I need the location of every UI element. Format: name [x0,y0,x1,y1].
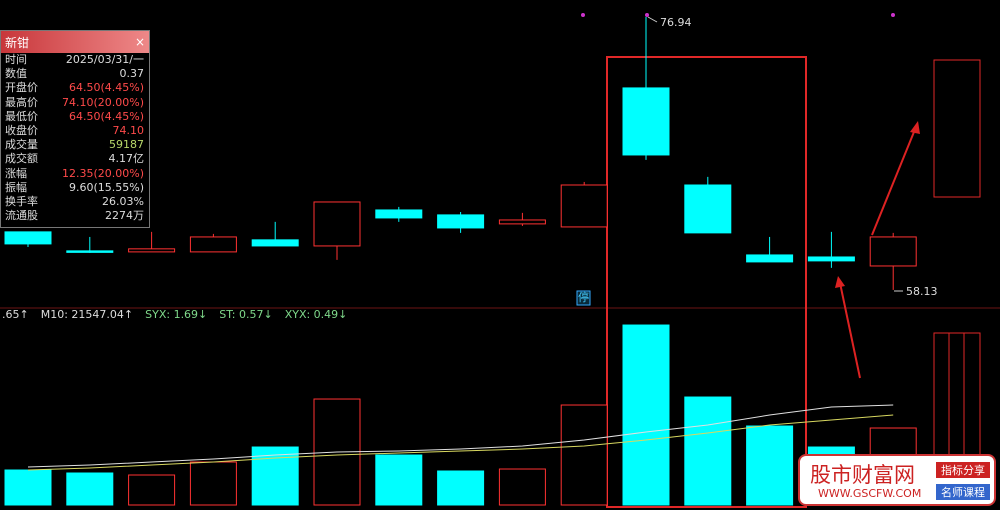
candle-body [128,248,176,253]
candle-body [869,236,917,267]
volume-bar [251,446,299,506]
candle-body [4,231,52,245]
info-row: 涨幅 12.35(20.00%) [1,167,149,181]
info-label: 时间 [5,53,27,66]
info-label: 换手率 [5,194,38,208]
info-value: 59187 [109,138,144,152]
volume-bar [746,425,794,506]
info-row: 换手率 26.03% [1,195,149,209]
info-row: 振幅 9.60(15.55%) [1,181,149,195]
arrow [871,126,917,236]
candle-body [437,214,485,229]
info-row: 数值 0.37 [1,67,149,81]
marker-dot [581,13,585,17]
volume-bar [128,474,176,506]
watermark-tag: 名师课程 [936,484,990,500]
watermark-title: 股市财富网 [810,463,915,487]
info-row: 时间 2025/03/31/一 [1,53,149,67]
volume-bar [66,472,114,506]
info-value: 4.17亿 [108,152,145,166]
info-label: 涨幅 [5,166,27,180]
info-value: 12.35(20.00%) [61,166,144,180]
info-panel-header: 新钳 × [1,31,149,53]
info-panel: 新钳 × 时间 2025/03/31/一 数值 0.37 开盘价 64.50(4.45%) 最… [0,30,150,228]
watermark-tag: 指标分享 [936,462,990,478]
volume-bar [189,461,237,506]
volume-bar [498,468,546,506]
halt-badge [576,290,591,306]
volume-bar [375,454,423,506]
candle-body [189,236,237,253]
volume-bar [560,404,608,506]
info-row: 成交量 59187 [1,138,149,152]
moving-average [27,404,894,468]
info-rows: 时间 2025/03/31/一数值 0.37 开盘价 64.50(4.45%) 最高价 74… [1,53,149,223]
info-value: 74.10(20.00%) [61,95,144,109]
info-row: 最低价 64.50(4.45%) [1,110,149,124]
indicator-text: ST: 0.57↓ [219,308,272,321]
watermark: 股市财富网 WWW.GSCFW.COM 指标分享 名师课程 [798,454,996,506]
info-value: 64.50(4.45%) [68,109,144,123]
indicator-text: SYX: 1.69↓ [145,308,207,321]
info-label: 成交额 [5,152,38,166]
close-button[interactable]: × [134,35,145,49]
info-value: 26.03% [102,194,144,208]
info-label: 收盘价 [5,123,38,137]
info-value: 2274万 [105,209,144,223]
info-row: 收盘价 74.10 [1,124,149,138]
info-row: 成交额 4.17亿 [1,152,149,166]
info-label: 数值 [5,67,27,81]
candle-body [251,239,299,247]
annotation: 58.13 [906,285,938,298]
arrowhead [835,276,845,288]
info-label: 成交量 [5,138,38,152]
info-label: 流通股 [5,209,38,223]
info-row: 流通股 2274万 [1,209,149,223]
indicator-text: .65↑ [2,308,29,321]
marker-dot [891,13,895,17]
info-label: 开盘价 [5,81,38,95]
annotation-pointer [647,16,658,23]
candle-body [807,256,855,262]
candle-body [375,209,423,219]
info-row: 最高价 74.10(20.00%) [1,96,149,110]
info-value: 9.60(15.55%) [68,180,144,194]
arrowhead [910,121,920,134]
volume-bar [437,470,485,506]
annotation: 76.94 [660,16,692,29]
volume-bar [4,469,52,506]
indicator-text: M10: 21547.04↑ [41,308,133,321]
highlight-box [606,56,807,508]
info-row: 开盘价 64.50(4.45%) [1,81,149,95]
candle-body [560,184,608,228]
candle-body [684,184,732,234]
candle-body [66,250,114,253]
info-value: 0.37 [119,67,145,81]
arrow [839,282,861,379]
watermark-url: WWW.GSCFW.COM [818,487,922,500]
halt-badge-text: 停 [578,290,589,304]
info-value: 74.10 [112,123,145,137]
moving-average [27,414,894,471]
candle-body [313,201,361,247]
info-value: 64.50(4.45%) [68,81,144,95]
candle-body [746,254,794,263]
volume-bar [684,396,732,506]
info-label: 最低价 [5,109,38,123]
candle-body [622,87,670,156]
info-value: 2025/03/31/一 [65,53,144,66]
candle-body [498,219,546,225]
info-panel-title: 新钳 [5,35,30,50]
placeholder-box [933,59,981,198]
info-label: 振幅 [5,180,27,194]
volume-bar [622,324,670,506]
indicator-text: XYX: 0.49↓ [285,308,348,321]
info-label: 最高价 [5,95,38,109]
marker-dot [645,13,649,17]
